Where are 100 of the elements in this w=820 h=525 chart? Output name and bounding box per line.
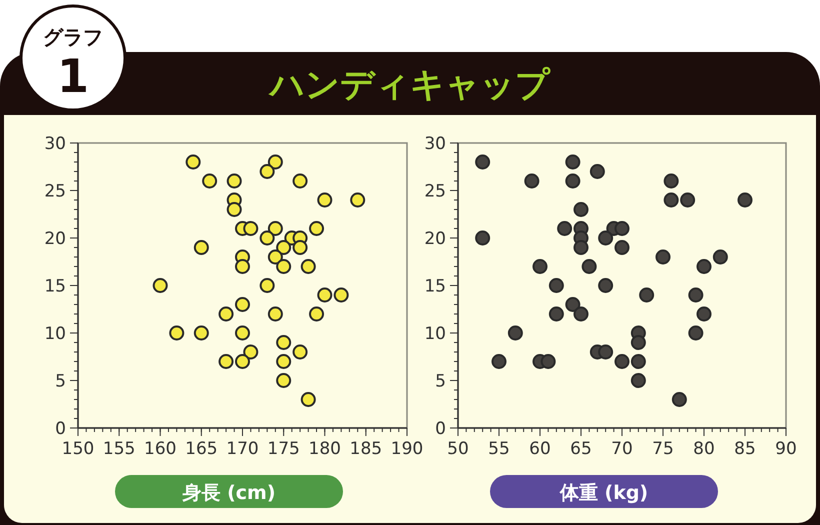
point [574, 202, 588, 217]
point [565, 297, 580, 312]
point [672, 392, 687, 407]
point [317, 192, 332, 208]
point [276, 240, 292, 255]
y-tick-label: 20 [44, 229, 66, 249]
point [218, 354, 234, 369]
point [292, 174, 308, 188]
point [696, 306, 712, 322]
point [350, 192, 366, 208]
point [630, 335, 646, 350]
y-tick-label: 15 [44, 276, 66, 296]
point [614, 240, 630, 255]
point [334, 288, 349, 302]
text: グラフ [43, 25, 103, 49]
point [664, 192, 679, 208]
point [630, 373, 646, 388]
x-tick-label: 180 [308, 439, 341, 459]
point [300, 259, 316, 274]
point [235, 297, 250, 312]
x-tick-label: 185 [350, 439, 382, 459]
point [492, 354, 506, 369]
point [630, 354, 646, 369]
y-tick-label: 10 [44, 324, 66, 344]
point [598, 278, 614, 293]
chart-title: ハンディキャップ [268, 65, 551, 105]
y-tick-label: 10 [424, 324, 446, 344]
point [152, 278, 168, 293]
point [656, 250, 670, 264]
x-tick-label: 175 [267, 439, 300, 459]
x-tick-label: 50 [447, 439, 469, 459]
point [540, 354, 556, 369]
point [194, 240, 209, 255]
point [260, 230, 275, 246]
point [276, 354, 292, 369]
point [292, 344, 308, 360]
point [268, 306, 283, 322]
point [574, 240, 588, 255]
point [712, 250, 728, 264]
point [169, 326, 184, 340]
point [317, 288, 332, 302]
point [574, 306, 588, 322]
x-tick-label: 55 [488, 439, 510, 459]
point [688, 326, 704, 340]
point [260, 164, 275, 179]
point [186, 154, 201, 170]
y-tick-label: 5 [435, 372, 446, 392]
point [235, 354, 250, 369]
x-tick-label: 160 [144, 439, 176, 459]
point [582, 259, 597, 274]
point [292, 240, 308, 255]
x-tick-label: 165 [185, 439, 218, 459]
point [524, 174, 540, 188]
point [557, 221, 572, 236]
point [276, 259, 292, 274]
point [680, 192, 696, 208]
point [548, 306, 564, 322]
x-tick-label: 90 [775, 439, 797, 459]
point [508, 326, 523, 340]
x-tick-label: 75 [652, 439, 674, 459]
point [532, 259, 548, 274]
x-tick-label: 150 [62, 439, 94, 459]
x-axis-title: 体重 (kg) [558, 482, 648, 504]
y-tick-label: 5 [55, 372, 66, 392]
point [475, 154, 490, 170]
point [202, 174, 218, 188]
point [268, 221, 283, 236]
point [590, 164, 605, 179]
x-tick-label: 65 [570, 439, 592, 459]
point [598, 344, 614, 360]
point [300, 392, 316, 407]
text: 1 [56, 49, 90, 103]
point [235, 259, 250, 274]
point [194, 326, 209, 340]
point [309, 306, 324, 322]
x-tick-label: 155 [102, 439, 136, 459]
point [268, 154, 283, 170]
point [738, 192, 752, 208]
point [243, 221, 258, 236]
point [548, 278, 564, 293]
x-tick-label: 80 [693, 439, 715, 459]
point [688, 288, 704, 302]
point [276, 335, 292, 350]
point [696, 259, 712, 274]
y-tick-label: 25 [44, 182, 66, 202]
y-tick-label: 30 [424, 134, 446, 154]
y-tick-label: 30 [44, 134, 66, 154]
point [639, 288, 654, 302]
point [243, 344, 258, 360]
x-tick-label: 85 [734, 439, 756, 459]
y-tick-label: 0 [55, 419, 66, 439]
point [276, 373, 292, 388]
point [260, 278, 275, 293]
point [475, 230, 490, 246]
point [226, 174, 242, 188]
point [565, 154, 580, 170]
y-tick-label: 0 [435, 419, 446, 439]
x-tick-label: 60 [529, 439, 551, 459]
y-tick-label: 15 [424, 276, 446, 296]
point [614, 221, 630, 236]
